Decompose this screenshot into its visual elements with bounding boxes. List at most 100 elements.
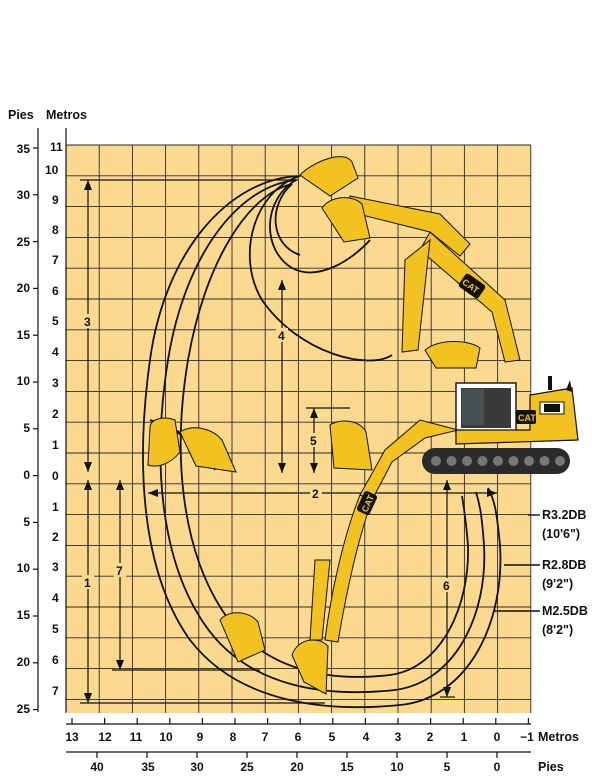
ft-label-0: 0 xyxy=(23,468,30,482)
mh-label-3: 3 xyxy=(395,730,402,744)
track-wheel xyxy=(555,456,565,466)
m-label-neg6: 6 xyxy=(52,653,59,667)
track-wheel xyxy=(524,456,534,466)
mh-label-10: 10 xyxy=(159,730,173,744)
ft-label-neg15: 15 xyxy=(17,608,31,622)
boom-1-code: R3.2DB xyxy=(542,508,586,522)
ft-label-neg5: 5 xyxy=(23,515,30,529)
boom-3-code: M2.5DB xyxy=(542,604,588,618)
boom-2-code: R2.8DB xyxy=(542,558,586,572)
mh-label-7: 7 xyxy=(262,730,269,744)
fh-label-30: 30 xyxy=(190,760,204,774)
m-label-6: 6 xyxy=(52,284,59,298)
m-label-7: 7 xyxy=(52,253,59,267)
meters-horizontal-labels: 13 12 11 10 9 8 7 6 5 4 3 2 1 0 −1 xyxy=(65,730,534,744)
feet-header-label: Pies xyxy=(8,108,34,122)
fh-label-40: 40 xyxy=(90,760,104,774)
track-wheel xyxy=(462,456,472,466)
ft-label-5: 5 xyxy=(23,421,30,435)
ft-label-neg10: 10 xyxy=(17,561,31,575)
ft-label-30: 30 xyxy=(17,188,31,202)
ft-label-25: 25 xyxy=(17,235,31,249)
m-label-neg1: 1 xyxy=(52,500,59,514)
boom-1-size: (10'6") xyxy=(542,527,580,541)
fh-label-5: 5 xyxy=(444,760,451,774)
mh-label-1: 1 xyxy=(461,730,468,744)
fh-label-0: 0 xyxy=(494,760,501,774)
curl-inner xyxy=(274,183,301,256)
ft-label-10: 10 xyxy=(17,374,31,388)
ft-label-neg25: 25 xyxy=(17,702,31,716)
meters-horizontal-unit: Metros xyxy=(538,730,579,744)
ft-label-15: 15 xyxy=(17,328,31,342)
feet-horizontal-unit: Pies xyxy=(538,760,564,774)
m-label-1: 1 xyxy=(52,438,59,452)
excavator-arm-low: CAT xyxy=(291,419,459,695)
fh-label-20: 20 xyxy=(290,760,304,774)
dim-label-2: 2 xyxy=(312,487,319,501)
m-label-11: 11 xyxy=(50,140,63,154)
mh-label-neg1: −1 xyxy=(520,730,534,744)
boom-labels: R3.2DB (10'6") R2.8DB (9'2") M2.5DB (8'2… xyxy=(494,508,588,637)
track-wheels xyxy=(431,456,565,466)
dimension-arrows xyxy=(84,180,497,703)
m-label-0: 0 xyxy=(52,469,59,483)
m-label-2: 2 xyxy=(52,407,59,421)
mh-label-2: 2 xyxy=(427,730,434,744)
fh-label-35: 35 xyxy=(141,760,155,774)
m-label-5: 5 xyxy=(52,314,59,328)
meters-vertical-labels: 11 10 9 8 7 6 5 4 3 2 1 0 1 2 3 4 5 6 7 xyxy=(45,140,63,698)
mh-label-12: 12 xyxy=(98,730,112,744)
mh-label-9: 9 xyxy=(197,730,204,744)
mh-label-0: 0 xyxy=(494,730,501,744)
track-wheel xyxy=(493,456,503,466)
dim-label-5: 5 xyxy=(310,434,317,448)
bottom-ticks xyxy=(71,718,530,758)
curl-middle xyxy=(269,179,371,274)
m-label-8: 8 xyxy=(52,223,59,237)
mh-label-5: 5 xyxy=(329,730,336,744)
m-label-10: 10 xyxy=(45,163,59,177)
dim-label-3: 3 xyxy=(84,315,91,329)
ft-label-neg20: 20 xyxy=(17,655,31,669)
mh-label-6: 6 xyxy=(295,730,302,744)
track-wheel xyxy=(508,456,519,466)
track-wheel xyxy=(446,456,457,466)
fh-label-15: 15 xyxy=(340,760,354,774)
feet-horizontal-labels: 40 35 30 25 20 15 10 5 0 xyxy=(90,760,500,774)
boom-2-size: (9'2") xyxy=(542,577,573,591)
dim-label-4: 4 xyxy=(278,329,285,343)
track-wheel xyxy=(477,456,488,466)
m-label-neg5: 5 xyxy=(52,622,59,636)
mh-label-13: 13 xyxy=(65,730,79,744)
envelope-middle xyxy=(159,179,486,694)
excavator-arm-high: CAT xyxy=(299,156,521,369)
fh-label-25: 25 xyxy=(240,760,254,774)
mh-label-8: 8 xyxy=(230,730,237,744)
mh-label-11: 11 xyxy=(130,730,143,744)
m-label-neg4: 4 xyxy=(52,591,59,605)
m-label-3: 3 xyxy=(52,376,59,390)
feet-ticks xyxy=(33,147,38,711)
meters-header-label: Metros xyxy=(46,108,87,122)
feet-vertical-labels: 35 30 25 20 15 10 5 0 5 10 15 20 25 xyxy=(17,142,31,716)
curl-outer xyxy=(248,175,393,362)
m-label-neg2: 2 xyxy=(52,530,59,544)
m-label-neg3: 3 xyxy=(52,560,59,574)
brand-logo-body: CAT xyxy=(518,413,536,423)
dim-label-6: 6 xyxy=(443,579,450,593)
dim-label-1: 1 xyxy=(84,576,91,590)
fh-label-10: 10 xyxy=(390,760,404,774)
track-wheel xyxy=(539,456,550,466)
boom-3-size: (8'2") xyxy=(542,623,573,637)
m-label-9: 9 xyxy=(52,193,59,207)
mh-label-4: 4 xyxy=(363,730,370,744)
ft-label-35: 35 xyxy=(17,142,31,156)
m-label-4: 4 xyxy=(52,345,59,359)
bucket-positions xyxy=(147,417,373,663)
track-wheel xyxy=(431,456,441,466)
excavator-body: CAT xyxy=(422,376,579,474)
m-label-neg7: 7 xyxy=(52,684,59,698)
dimension-labels: 1 3 7 4 5 6 2 xyxy=(82,314,453,593)
